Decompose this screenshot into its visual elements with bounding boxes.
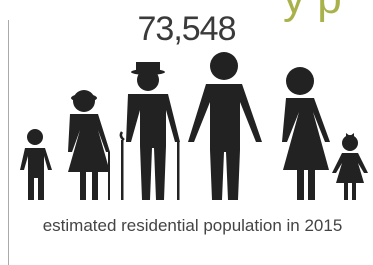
page: {"header_fragment": "y p", "figure": "73… <box>0 0 373 265</box>
family-silhouettes <box>20 52 368 200</box>
caption: estimated residential population in 2015 <box>12 215 373 236</box>
population-figure: 73,548 <box>0 10 373 49</box>
